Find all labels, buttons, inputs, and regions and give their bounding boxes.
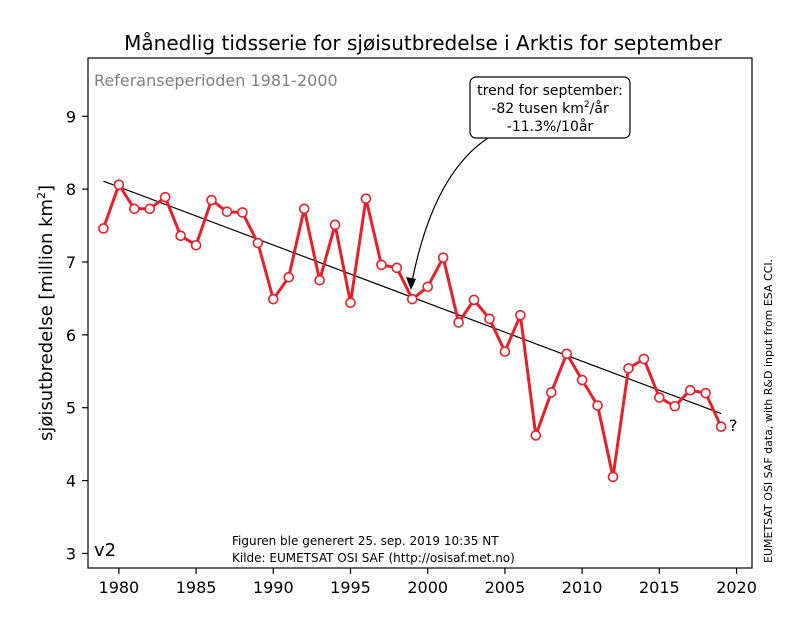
y-tick-label-3: 3	[66, 544, 76, 563]
data-point-1996	[360, 193, 372, 204]
x-tick-label-2015: 2015	[639, 578, 680, 597]
trend-box	[469, 76, 631, 139]
x-tick-label-2010: 2010	[562, 578, 603, 597]
version-label: v2	[94, 540, 116, 561]
data-point-2014	[638, 353, 650, 365]
y-axis-label: sjøisutbredelse [million km2]	[35, 185, 57, 441]
data-point-1979	[98, 223, 109, 234]
data-point-1982	[144, 203, 156, 215]
data-point-1983	[159, 191, 171, 203]
trend-arrow-head	[406, 277, 416, 290]
series-line-september-extent	[101, 183, 723, 479]
data-point-2010	[576, 374, 588, 386]
data-point-2015	[654, 392, 665, 403]
data-point-2019	[715, 421, 727, 432]
x-tick-label-1985: 1985	[176, 578, 217, 597]
data-point-1998	[391, 262, 403, 274]
data-point-2008	[545, 387, 557, 398]
y-tick-label-6: 6	[66, 326, 76, 345]
y-tick-label-5: 5	[66, 399, 76, 418]
generated-note: Figuren ble generert 25. sep. 2019 10:35…	[232, 534, 499, 548]
y-axis: 3 4 5 6 7 8 9	[66, 107, 88, 563]
data-point-1980	[113, 179, 125, 191]
data-point-2017	[684, 384, 696, 396]
data-point-1992	[298, 203, 310, 215]
data-point-1986	[206, 194, 217, 206]
trend-annotation: trend for september: -82 tusen km2/år -1…	[406, 76, 631, 290]
data-point-2003	[468, 294, 480, 306]
data-points	[98, 179, 727, 483]
y-tick-label-4: 4	[66, 472, 76, 491]
reference-period-note: Referanseperioden 1981-2000	[94, 71, 338, 90]
x-tick-label-1990: 1990	[253, 578, 294, 597]
data-point-2016	[669, 400, 681, 412]
data-point-1981	[129, 203, 140, 215]
data-point-2009	[561, 348, 572, 360]
data-point-2005	[499, 346, 511, 357]
data-point-2018	[700, 387, 711, 399]
x-tick-label-2020: 2020	[716, 578, 757, 597]
trend-arrow	[410, 137, 489, 288]
data-point-1991	[283, 271, 295, 283]
data-point-1989	[252, 237, 264, 249]
credit-note: EUMETSAT OSI SAF data, with R&D input fr…	[762, 259, 775, 563]
data-point-2004	[484, 313, 495, 325]
source-note: Kilde: EUMETSAT OSI SAF (http://osisaf.m…	[232, 551, 515, 565]
y-tick-label-8: 8	[66, 180, 76, 199]
question-mark: ?	[729, 416, 738, 435]
data-point-1985	[190, 239, 202, 251]
y-tick-label-9: 9	[66, 107, 76, 126]
data-point-1988	[237, 207, 248, 218]
data-point-1993	[314, 274, 325, 286]
x-tick-label-1980: 1980	[99, 578, 140, 597]
data-point-1990	[268, 293, 279, 305]
data-point-2006	[515, 309, 526, 321]
trend-box-line-1: trend for september:	[477, 83, 623, 99]
data-point-1995	[345, 297, 356, 309]
data-point-2002	[453, 317, 464, 328]
data-point-1999	[406, 293, 418, 305]
chart-title: Månedlig tidsserie for sjøisutbredelse i…	[124, 31, 723, 55]
data-point-1984	[175, 230, 186, 242]
data-point-2001	[437, 252, 449, 263]
data-point-2013	[623, 363, 634, 374]
x-tick-label-2000: 2000	[407, 578, 448, 597]
x-tick-label-2005: 2005	[485, 578, 526, 597]
data-point-2011	[592, 400, 603, 411]
trend-box-line-3: -11.3%/10år	[507, 118, 594, 135]
data-point-1994	[329, 219, 341, 231]
y-tick-label-7: 7	[66, 253, 76, 272]
data-point-1987	[221, 206, 233, 218]
plot-area	[87, 57, 753, 569]
trend-box-line-2: -82 tusen km2/år	[491, 100, 609, 117]
data-point-2012	[607, 471, 619, 483]
data-point-1997	[376, 259, 387, 271]
data-point-2007	[530, 430, 542, 441]
x-axis: 1980 1985 1990 1995 2000 2005 2010 2015 2020	[99, 568, 757, 597]
x-tick-label-1995: 1995	[330, 578, 371, 597]
data-point-2000	[422, 281, 434, 293]
